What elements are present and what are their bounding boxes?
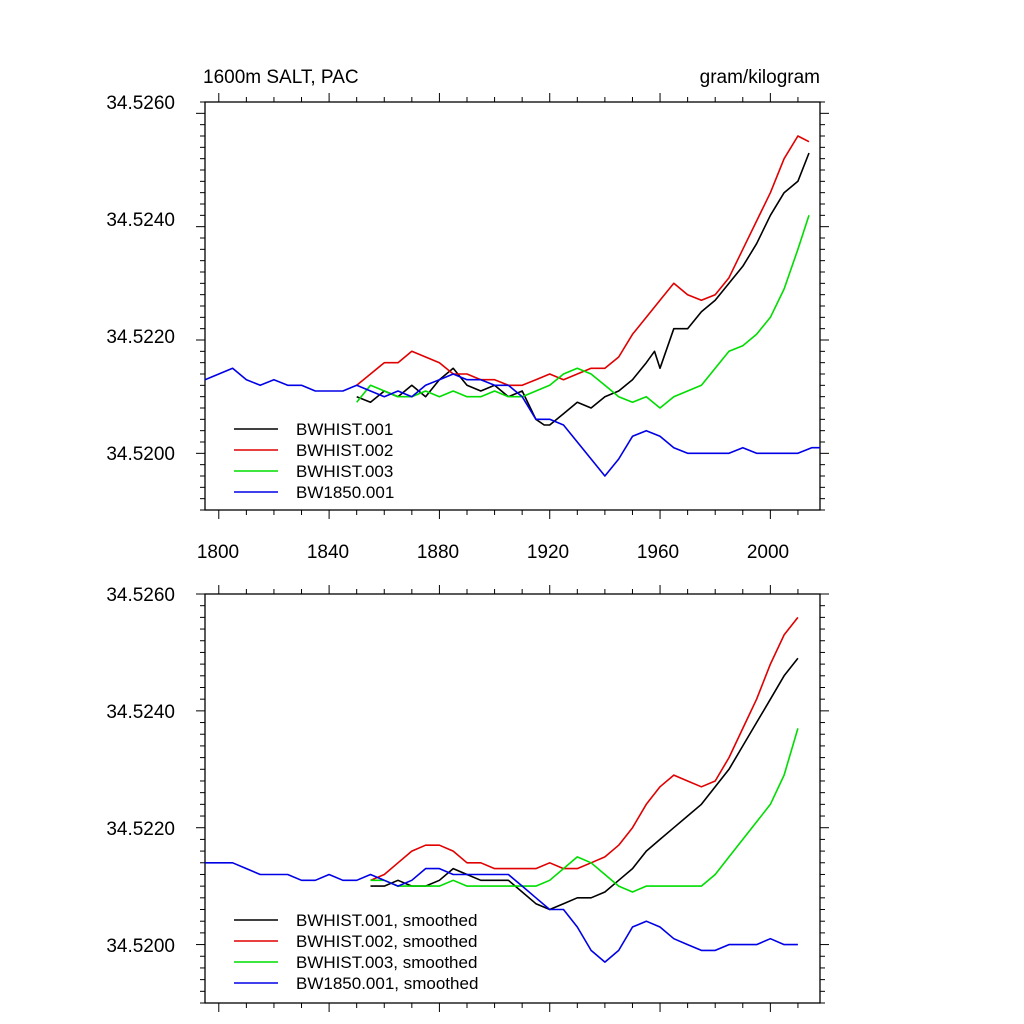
bottom-y-tick-label: 34.5240 (106, 702, 175, 723)
series-line-bwhist-001-smoothed (370, 657, 799, 911)
legend-label-bw1850-001: BW1850.001 (296, 483, 394, 502)
legend-label-bw1850-001-smoothed: BW1850.001, smoothed (296, 974, 478, 993)
series-line-bwhist-002 (356, 135, 810, 387)
top-x-tick-label: 1920 (527, 542, 569, 563)
bottom-y-tick-label: 34.5200 (106, 936, 175, 957)
top-series-group (204, 135, 820, 477)
top-y-tick-label: 34.5260 (106, 93, 175, 114)
top-axis-ticks (196, 93, 829, 519)
bottom-plot-frame (204, 593, 821, 1004)
legend-label-bwhist-002-smoothed: BWHIST.002, smoothed (296, 932, 477, 951)
series-line-bwhist-003-smoothed (370, 728, 799, 893)
top-chart-units: gram/kilogram (700, 67, 820, 88)
legend-label-bwhist-003: BWHIST.003 (296, 462, 393, 481)
legend-label-bwhist-003-smoothed: BWHIST.003, smoothed (296, 953, 477, 972)
bottom-series-group (205, 616, 799, 963)
top-y-tick-label: 34.5200 (106, 444, 175, 465)
top-y-tick-label: 34.5240 (106, 210, 175, 231)
top-panel: 1600m SALT, PAC gram/kilogram 34.5260 34… (106, 67, 829, 563)
top-chart-title: 1600m SALT, PAC (203, 67, 359, 88)
top-x-tick-label: 1800 (197, 542, 239, 563)
series-line-bwhist-003 (356, 215, 810, 409)
series-line-bwhist-001 (356, 152, 810, 426)
series-line-bwhist-002-smoothed (370, 616, 799, 882)
bottom-y-tick-label: 34.5220 (106, 819, 175, 840)
legend-label-bwhist-002: BWHIST.002 (296, 441, 393, 460)
top-legend: BWHIST.001 BWHIST.002 BWHIST.003 BW1850.… (234, 420, 394, 502)
legend-label-bwhist-001: BWHIST.001 (296, 420, 393, 439)
top-x-tick-label: 1880 (417, 542, 459, 563)
top-x-tick-label: 1960 (637, 542, 679, 563)
legend-label-bwhist-001-smoothed: BWHIST.001, smoothed (296, 911, 477, 930)
bottom-legend: BWHIST.001, smoothed BWHIST.002, smoothe… (234, 911, 478, 993)
bottom-axis-ticks (196, 585, 829, 1012)
top-x-tick-label: 2000 (747, 542, 789, 563)
bottom-y-tick-label: 34.5260 (106, 585, 175, 606)
series-line-bw1850-001-smoothed (205, 861, 798, 963)
series-line-bw1850-001 (204, 367, 820, 477)
bottom-panel: 34.5260 34.5240 34.5220 34.5200 BWHIST.0… (106, 585, 829, 1012)
top-x-tick-label: 1840 (307, 542, 349, 563)
top-y-tick-label: 34.5220 (106, 327, 175, 348)
